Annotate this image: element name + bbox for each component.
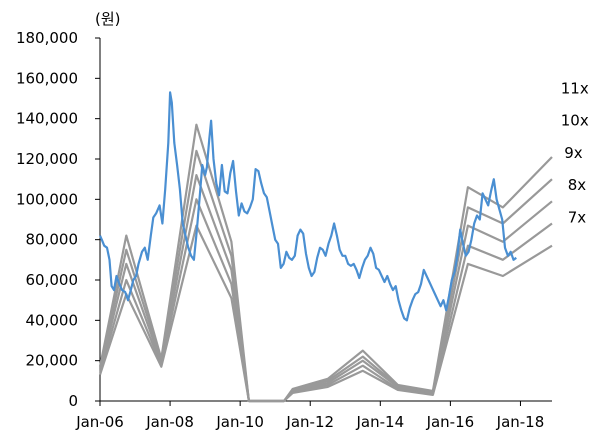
y-tick-label: 140,000: [16, 110, 78, 128]
y-tick-label: 100,000: [16, 190, 78, 208]
band-labels: 11x 10x 9x 8x 7x: [561, 79, 589, 226]
y-tick-label: 40,000: [26, 311, 79, 329]
band-line-10x: [98, 149, 553, 403]
x-axis: Jan-06 Jan-08 Jan-10 Jan-12 Jan-14 Jan-16 Jan-…: [75, 400, 552, 431]
band-line-8x: [98, 198, 553, 403]
band-label-7x: 7x: [568, 208, 587, 226]
per-band-lines: [98, 123, 553, 403]
x-tick-label: Jan-10: [215, 413, 264, 431]
band-label-8x: 8x: [568, 176, 587, 194]
y-tick-label: 0: [68, 392, 78, 410]
x-tick-label: Jan-14: [355, 413, 404, 431]
band-label-11x: 11x: [561, 79, 589, 97]
y-tick-label: 160,000: [16, 69, 78, 87]
y-tick-label: 60,000: [26, 271, 79, 289]
price-line-group: [98, 91, 517, 322]
band-label-10x: 10x: [561, 112, 589, 130]
y-tick-label: 80,000: [26, 231, 79, 249]
x-tick-label: Jan-08: [145, 413, 194, 431]
y-axis: 0 20,000 40,000 60,000 80,000 100,000 120,000 1…: [16, 29, 101, 410]
x-tick-label: Jan-16: [426, 413, 475, 431]
x-tick-label: Jan-06: [75, 413, 124, 431]
x-tick-label: Jan-12: [285, 413, 334, 431]
band-label-9x: 9x: [564, 144, 583, 162]
band-line-7x: [98, 224, 553, 403]
x-tick-label: Jan-18: [496, 413, 545, 431]
y-tick-label: 120,000: [16, 150, 78, 168]
price-line: [98, 91, 517, 322]
band-line-9x: [98, 174, 553, 403]
y-axis-unit-label: (원): [95, 10, 121, 28]
y-tick-label: 180,000: [16, 29, 78, 47]
y-tick-label: 20,000: [26, 352, 79, 370]
